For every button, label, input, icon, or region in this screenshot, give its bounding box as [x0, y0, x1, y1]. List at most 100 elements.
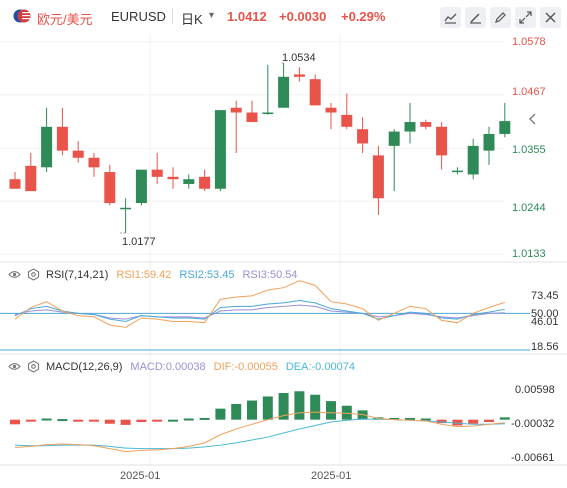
macd-bar [499, 417, 510, 420]
macd-bar [25, 419, 36, 422]
macd-bar [120, 419, 131, 425]
macd-title: MACD(12,26,9) [46, 360, 123, 373]
dea-value: DEA:-0.00074 [285, 360, 355, 373]
macd-bar [57, 419, 68, 422]
candle-body [167, 176, 179, 180]
candle-body [278, 76, 290, 108]
macd-bar [215, 408, 226, 420]
macd-bar [152, 419, 163, 422]
candle-body [72, 150, 84, 158]
macd-bar [183, 418, 194, 421]
macd-bar [247, 400, 257, 420]
macd-bar [278, 393, 289, 420]
candle-body [199, 176, 211, 189]
chevron-left-icon[interactable] [527, 112, 539, 126]
pencil-button[interactable] [490, 7, 511, 28]
macd-bar [436, 419, 447, 424]
macd-tick: -0.00032 [511, 418, 555, 430]
macd-bar [326, 401, 336, 420]
macd-bar [168, 419, 178, 422]
candle-body [325, 107, 337, 113]
settings-icon[interactable] [27, 268, 40, 281]
eu-us-flag-icon [13, 9, 31, 23]
price-tick: 1.0467 [512, 86, 546, 98]
candle-body [404, 122, 416, 132]
pair-code[interactable]: EURUSD [111, 9, 166, 24]
timeframe-select[interactable]: 日K [181, 12, 203, 27]
candle-body [88, 157, 100, 168]
rsi-tick: 50.00 [531, 308, 559, 320]
macd-bar [231, 404, 242, 420]
rsi-title: RSI(7,14,21) [46, 268, 109, 281]
candle-body [56, 126, 68, 151]
close-icon [545, 12, 556, 23]
pair-name[interactable]: 欧元/美元 [37, 12, 93, 27]
dif-line [14, 411, 505, 453]
candle-body [451, 170, 463, 173]
eye-icon[interactable] [8, 360, 21, 373]
settings-icon[interactable] [27, 360, 40, 373]
rsi2-line [14, 300, 505, 323]
macd-bar [294, 391, 305, 420]
dea-line [14, 418, 505, 450]
macd-tick: -0.00661 [511, 452, 555, 464]
candle-body [246, 112, 258, 123]
rsi-legend: RSI(7,14,21) RSI1:59.42 RSI2:53.45 RSI3:… [8, 268, 306, 281]
price-change: +0.0030 [279, 9, 327, 24]
candle-body [214, 110, 226, 189]
candle-body [262, 112, 274, 115]
current-price: 1.0412 [227, 9, 267, 24]
candle-body [309, 79, 321, 106]
rsi-tick: 73.45 [531, 290, 559, 302]
macd-bar [452, 419, 463, 426]
rsi2-value: RSI2:53.45 [179, 268, 235, 281]
macd-bar [468, 419, 479, 424]
candle-body [357, 129, 369, 144]
rsi3-value: RSI3:50.54 [242, 268, 298, 281]
line-chart-button[interactable] [440, 7, 461, 28]
draw-button[interactable] [465, 7, 486, 28]
candle-body [388, 131, 400, 146]
candle-body [499, 121, 511, 134]
chart-header: 欧元/美元 EURUSD 日K ▾ 1.0412 +0.0030 +0.29% [0, 0, 567, 34]
candle-body [293, 74, 305, 77]
macd-bar [405, 417, 415, 420]
candle-body [183, 179, 195, 184]
close-button[interactable] [540, 7, 561, 28]
candle-body [151, 169, 163, 177]
rsi1-value: RSI1:59.42 [116, 268, 172, 281]
macd-bar [104, 419, 115, 424]
candle-body [230, 107, 242, 113]
price-tick: 1.0133 [512, 248, 546, 260]
rsi-tick: 18.56 [531, 341, 559, 353]
macd-bar [484, 419, 494, 422]
candle-body [9, 179, 21, 189]
line-chart-icon [444, 13, 457, 24]
macd-legend: MACD(12,26,9) MACD:0.00038 DIF:-0.00055 … [8, 360, 363, 373]
x-axis-label: 2025-01 [120, 470, 161, 482]
candle-body [436, 126, 448, 156]
low-annotation: 1.0177 [122, 236, 156, 248]
macd-bar [357, 410, 368, 420]
macd-bar [136, 419, 147, 422]
macd-bar [199, 417, 210, 420]
candle-body [483, 133, 495, 151]
high-annotation: 1.0534 [282, 52, 316, 64]
price-tick: 1.0355 [512, 144, 546, 156]
eye-icon[interactable] [8, 268, 21, 281]
candle-body [341, 114, 353, 127]
candle-body [120, 207, 132, 210]
pencil-icon [495, 12, 506, 23]
chevron-down-icon[interactable]: ▾ [209, 10, 215, 21]
price-change-pct: +0.29% [341, 9, 386, 24]
macd-bar [73, 419, 84, 422]
divider [172, 8, 173, 24]
rsi1-line [14, 280, 505, 328]
macd-bar [341, 405, 352, 420]
macd-bar [420, 418, 431, 421]
price-tick: 1.0244 [512, 202, 546, 214]
fullscreen-button[interactable] [515, 7, 536, 28]
macd-bar [310, 394, 321, 420]
candle-body [41, 126, 53, 168]
